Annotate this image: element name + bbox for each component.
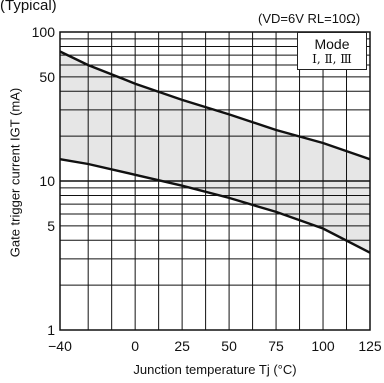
spread-band [60, 51, 370, 253]
x-axis-label: Junction temperature Tj (°C) [133, 362, 297, 377]
y-tick-label: 1 [47, 322, 55, 338]
x-tick-label: 25 [174, 338, 190, 354]
test-conditions: (VD=6V RL=10Ω) [258, 11, 361, 26]
x-tick-label: 100 [311, 338, 335, 354]
x-tick-label: 0 [131, 338, 139, 354]
x-tick-label: −40 [48, 338, 72, 354]
tick-labels: −40 0 25 50 75 100 125 1 5 10 50 100 [32, 24, 382, 354]
x-tick-label: 75 [268, 338, 284, 354]
y-tick-label: 100 [32, 24, 56, 40]
legend-title: Mode [314, 36, 350, 52]
mode-legend: Mode Ⅰ, Ⅱ, Ⅲ [297, 32, 367, 70]
series-lower-line [59, 158, 371, 254]
legend-modes: Ⅰ, Ⅱ, Ⅲ [312, 52, 352, 66]
chart-corner-title: (Typical) [0, 0, 57, 14]
grid [60, 32, 370, 330]
y-tick-label: 50 [39, 69, 55, 85]
series-upper-line [59, 50, 371, 161]
y-tick-label: 10 [39, 173, 55, 189]
plot-frame [59, 31, 371, 331]
x-tick-label: 125 [358, 338, 382, 354]
y-axis-label: Gate trigger current IGT (mA) [7, 87, 23, 258]
y-tick-label: 5 [47, 218, 55, 234]
x-tick-label: 50 [221, 338, 237, 354]
